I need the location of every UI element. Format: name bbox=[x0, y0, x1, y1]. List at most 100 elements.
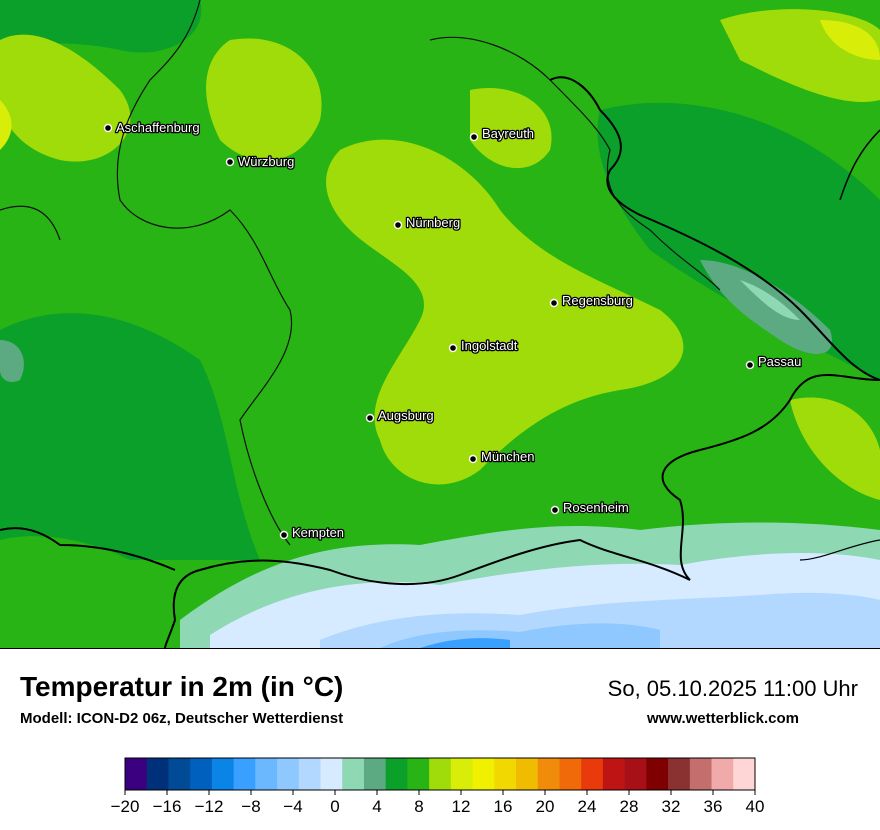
country-border-czech bbox=[549, 76, 880, 381]
country-border-northeast bbox=[839, 129, 880, 201]
city-dot bbox=[103, 123, 113, 133]
legend-color-swatch bbox=[125, 758, 148, 790]
legend-color-swatch bbox=[559, 758, 582, 790]
legend-color-swatch bbox=[494, 758, 517, 790]
legend-color-swatch bbox=[516, 758, 539, 790]
legend-tick-label: −16 bbox=[153, 797, 182, 816]
legend-tick-label: 8 bbox=[414, 797, 423, 816]
legend-color-swatch bbox=[298, 758, 321, 790]
legend-frame bbox=[124, 757, 756, 791]
city-label: Passau bbox=[758, 354, 801, 369]
city-marker: Würzburg bbox=[225, 153, 296, 170]
legend-color-swatch bbox=[472, 758, 495, 790]
temperature-map: Aschaffenburg Würzburg Bayreuth Nürnberg… bbox=[0, 0, 880, 649]
legend-color-swatch bbox=[320, 758, 343, 790]
legend-tick-label: 32 bbox=[662, 797, 681, 816]
city-dot bbox=[279, 530, 289, 540]
legend-color-swatch bbox=[711, 758, 734, 790]
city-marker: Kempten bbox=[279, 524, 345, 541]
warm-spot-northeast bbox=[820, 20, 880, 60]
city-label: Rosenheim bbox=[563, 500, 629, 515]
website-link[interactable]: www.wetterblick.com bbox=[647, 710, 799, 727]
city-label: Kempten bbox=[292, 525, 344, 540]
legend-tick-label: −8 bbox=[241, 797, 260, 816]
warm-zone-northwest bbox=[0, 34, 131, 162]
state-border-far-west bbox=[0, 205, 61, 241]
cool-spot-bavarian-forest bbox=[740, 280, 800, 320]
terrain-patch-southwest bbox=[0, 536, 139, 648]
city-marker: Augsburg bbox=[365, 407, 435, 424]
city-marker: Bayreuth bbox=[469, 125, 535, 142]
terrain-patch-east bbox=[597, 102, 880, 380]
city-dot bbox=[549, 298, 559, 308]
map-canvas: Aschaffenburg Würzburg Bayreuth Nürnberg… bbox=[0, 0, 880, 648]
city-dot bbox=[468, 454, 478, 464]
legend-tick-label: −4 bbox=[283, 797, 302, 816]
city-dot bbox=[469, 132, 479, 142]
legend-tick-label: 4 bbox=[372, 797, 381, 816]
legend-color-swatch bbox=[668, 758, 691, 790]
city-dot bbox=[225, 157, 235, 167]
city-label: Bayreuth bbox=[482, 126, 534, 141]
warm-zone-wuerzburg bbox=[206, 38, 322, 161]
legend-color-swatch bbox=[537, 758, 560, 790]
legend-tick-label: 40 bbox=[746, 797, 765, 816]
legend-tick-label: 16 bbox=[494, 797, 513, 816]
legend-tick-label: 28 bbox=[620, 797, 639, 816]
legend-color-swatch bbox=[602, 758, 626, 790]
legend-color-swatch bbox=[277, 758, 300, 790]
legend-color-swatch bbox=[233, 758, 256, 790]
city-label: Nürnberg bbox=[406, 215, 460, 230]
city-dot bbox=[550, 505, 560, 515]
city-marker: Rosenheim bbox=[550, 499, 630, 516]
terrain-patch-north bbox=[0, 0, 202, 60]
legend-tick-label: 20 bbox=[536, 797, 555, 816]
city-label: Regensburg bbox=[562, 293, 633, 308]
legend-color-swatch bbox=[211, 758, 235, 790]
city-marker: Passau bbox=[745, 353, 803, 370]
legend-tick-label: 36 bbox=[704, 797, 723, 816]
legend-color-swatch bbox=[255, 758, 278, 790]
warm-zone-central bbox=[326, 139, 684, 485]
legend-color-swatch bbox=[385, 758, 408, 790]
cool-zone-bavarian-forest bbox=[700, 260, 832, 354]
legend-color-swatch bbox=[146, 758, 169, 790]
city-label: Aschaffenburg bbox=[116, 120, 200, 135]
city-marker: Ingolstadt bbox=[448, 337, 519, 354]
city-marker: Regensburg bbox=[549, 292, 634, 309]
legend-tick-label: 24 bbox=[578, 797, 597, 816]
city-marker: Nürnberg bbox=[393, 214, 462, 231]
country-border-austria-east bbox=[661, 374, 880, 581]
warm-spot-west bbox=[0, 100, 12, 150]
city-dot bbox=[365, 413, 375, 423]
city-dot bbox=[745, 360, 755, 370]
forecast-datetime: So, 05.10.2025 11:00 Uhr bbox=[607, 676, 858, 701]
legend-tick-label: 0 bbox=[330, 797, 339, 816]
state-border-north bbox=[429, 36, 721, 291]
city-marker: Aschaffenburg bbox=[103, 119, 201, 136]
legend-color-swatch bbox=[581, 758, 604, 790]
legend-tick-label: −12 bbox=[195, 797, 224, 816]
legend-color-swatch bbox=[168, 758, 191, 790]
legend-color-swatch bbox=[190, 758, 213, 790]
city-label: München bbox=[481, 449, 534, 464]
city-label: Augsburg bbox=[378, 408, 434, 423]
legend-scale: −20 −16 −12 −8 −4 0 4 8 12 16 20 24 28 32 36 40 bbox=[111, 757, 765, 816]
model-info: Modell: ICON-D2 06z, Deutscher Wetterdie… bbox=[20, 710, 344, 727]
map-title: Temperatur in 2m (in °C) bbox=[20, 671, 344, 702]
color-legend: −20 −16 −12 −8 −4 0 4 8 12 16 20 24 28 32 36 40 bbox=[104, 755, 776, 825]
legend-color-swatch bbox=[429, 758, 452, 790]
city-label: Würzburg bbox=[238, 154, 294, 169]
city-marker: München bbox=[468, 448, 536, 465]
warm-zone-southeast bbox=[790, 397, 880, 500]
legend-color-swatch bbox=[733, 758, 756, 790]
legend-tick-label: 12 bbox=[452, 797, 471, 816]
warm-zone-bayreuth bbox=[470, 88, 552, 169]
city-dot bbox=[448, 343, 458, 353]
legend-tick-label: −20 bbox=[111, 797, 140, 816]
cool-spot-west bbox=[0, 340, 24, 382]
city-dot bbox=[393, 220, 403, 230]
legend-color-swatch bbox=[624, 758, 647, 790]
legend-color-swatch bbox=[450, 758, 473, 790]
state-border-west bbox=[116, 0, 293, 546]
